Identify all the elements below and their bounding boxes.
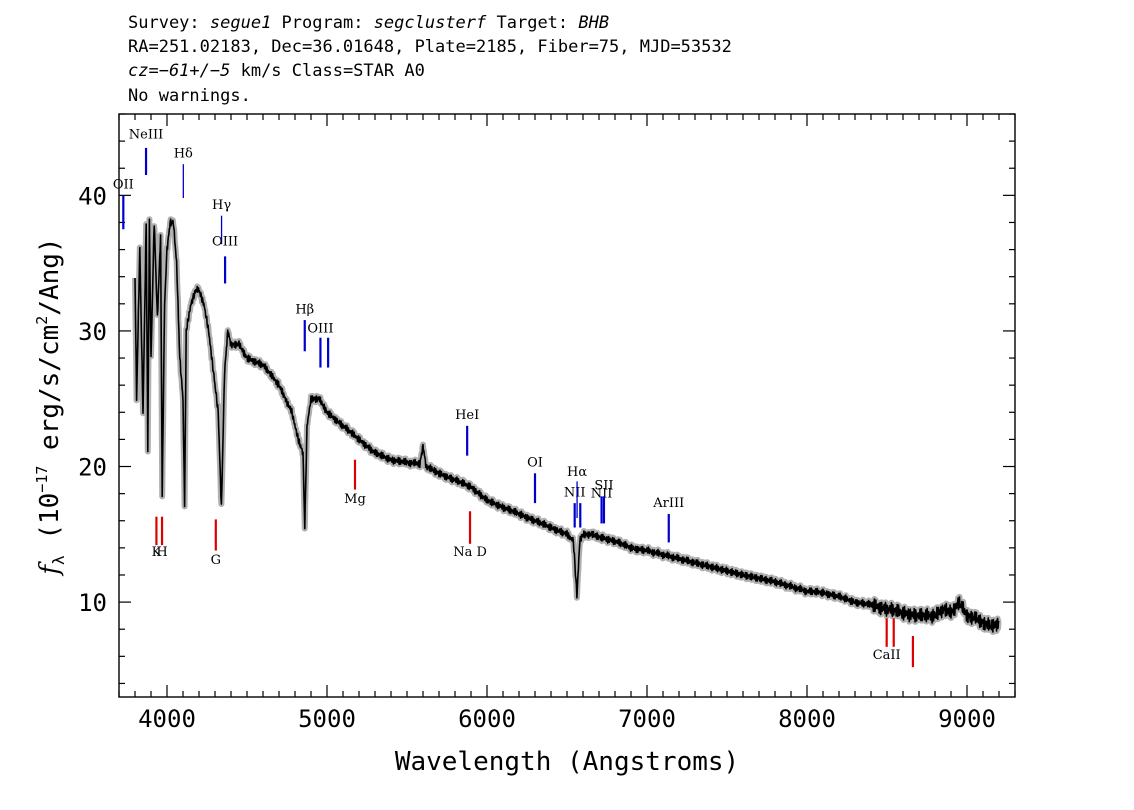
header-line-warnings: No warnings.	[128, 86, 251, 106]
error-band	[132, 216, 1002, 635]
y-tick-label: 10	[78, 589, 107, 617]
header-line-coords: RA=251.02183, Dec=36.01648, Plate=2185, …	[128, 37, 732, 57]
line-marker-label: OIII	[307, 321, 333, 336]
header-line-survey: Survey: segue1 Program: segclusterf Targ…	[128, 13, 610, 33]
line-marker-label: Hγ	[212, 198, 231, 213]
line-marker-label: NeIII	[129, 127, 163, 142]
line-marker-label: CaII	[873, 648, 901, 663]
line-marker-label: Na D	[453, 545, 487, 560]
line-marker-label: HeI	[455, 408, 479, 423]
y-axis-label: fλ (10−17 erg/s/cm2/Ang)	[33, 237, 68, 576]
flux-line	[134, 218, 1000, 633]
line-marker-label: OIII	[212, 235, 238, 250]
x-tick-label: 8000	[778, 705, 836, 733]
line-marker-label: Hα	[567, 465, 587, 480]
program-name: segclusterf	[373, 13, 487, 33]
line-marker-label: Mg	[344, 492, 366, 507]
y-tick-label: 40	[78, 182, 107, 210]
line-marker-label: K	[152, 545, 162, 560]
cz-value: cz=−61+/−5	[128, 61, 231, 81]
line-marker-label: OI	[527, 456, 543, 471]
line-marker-label: Hβ	[295, 302, 314, 317]
spectrum-series	[134, 218, 1000, 633]
line-marker-label: G	[211, 553, 221, 568]
line-marker-label: NII	[591, 487, 613, 502]
x-axis-label: Wavelength (Angstroms)	[395, 747, 739, 777]
line-markers: OIINeIIIHδHγOIIIHβOIIIHeIOINIIHαNIISIIAr…	[113, 127, 915, 668]
line-marker-label: ArIII	[652, 496, 684, 511]
x-tick-label: 5000	[298, 705, 356, 733]
line-marker-label: H	[156, 545, 167, 560]
line-marker-label: Hδ	[174, 146, 193, 161]
line-marker-label: SII	[594, 479, 613, 494]
y-tick-label: 30	[78, 318, 107, 346]
axis-ticks: 4000 5000 6000 7000 8000 9000 10 20 30 40	[78, 113, 1016, 733]
target-name: BHB	[578, 13, 610, 33]
y-tick-label: 20	[78, 454, 107, 482]
header-line-redshift: cz=−61+/−5 km/s Class=STAR A0	[128, 61, 425, 81]
survey-name: segue1	[209, 13, 272, 33]
x-tick-label: 9000	[938, 705, 996, 733]
x-tick-label: 7000	[618, 705, 676, 733]
x-tick-label: 6000	[458, 705, 516, 733]
x-tick-label: 4000	[138, 705, 196, 733]
line-marker-label: OII	[113, 178, 134, 193]
line-marker-label: NII	[564, 485, 586, 500]
error-band-path	[132, 216, 1002, 635]
